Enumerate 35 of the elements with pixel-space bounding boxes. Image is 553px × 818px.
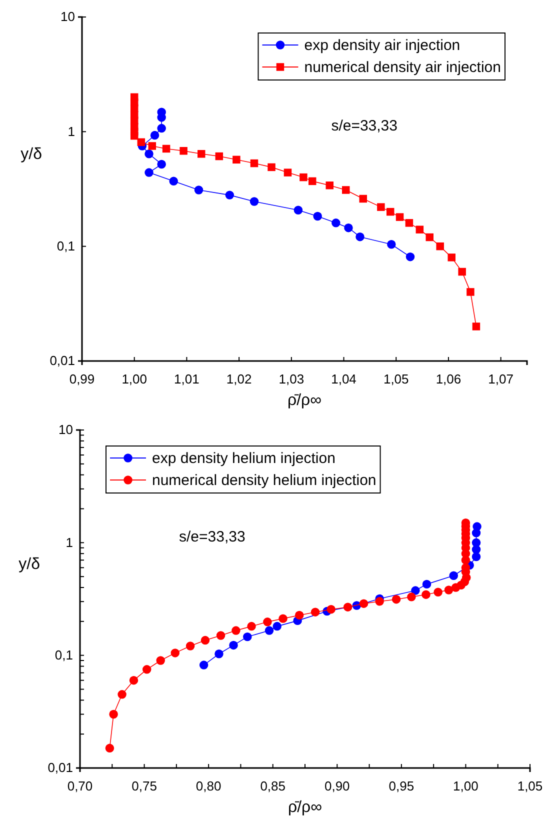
x-tick-label: 1,06 [436, 372, 462, 387]
x-tick-label: 0,85 [260, 778, 286, 794]
y-tick-label: 0,1 [56, 238, 75, 254]
x-tick-label: 1,05 [383, 372, 409, 387]
y-tick-label: 1 [66, 534, 73, 550]
x-tick-label: 0,75 [132, 778, 157, 794]
x-tick-label: 1,03 [278, 372, 304, 387]
annotation: s/e=33,33 [331, 118, 398, 135]
x-tick-label: 0,70 [67, 778, 93, 794]
x-tick-label: 0,99 [69, 372, 95, 387]
x-tick-label: 0,80 [196, 778, 222, 794]
legend-label: numerical density helium injection [152, 472, 376, 489]
annotation: s/e=33,33 [179, 528, 246, 546]
x-tick-label: 0,95 [388, 778, 414, 794]
x-tick-label: 1,04 [331, 372, 356, 387]
x-tick-label: 1,07 [488, 372, 514, 387]
legend-label: exp density air injection [304, 37, 460, 54]
x-tick-label: 1,00 [453, 778, 478, 794]
x-axis-title: ρ̄/ρ∞ [287, 392, 322, 409]
x-tick-label: 0,90 [324, 778, 350, 794]
y-axis-title: y/δ [20, 146, 42, 163]
x-tick-label: 1,01 [174, 372, 200, 387]
y-tick-label: 10 [60, 9, 75, 24]
x-tick-label: 1,02 [226, 372, 252, 387]
x-axis-title: ρ̄/ρ∞ [288, 799, 322, 816]
x-tick-label: 1,00 [122, 372, 148, 387]
legend-label: numerical density air injection [304, 59, 501, 76]
y-tick-label: 0,01 [50, 353, 75, 368]
y-axis-title: y/δ [18, 556, 40, 573]
legend-label: exp density helium injection [152, 450, 336, 467]
y-tick-label: 0,1 [54, 647, 73, 662]
y-tick-label: 10 [58, 422, 73, 438]
x-tick-label: 1,05 [517, 778, 543, 794]
y-tick-label: 0,01 [48, 760, 73, 776]
y-tick-label: 1 [68, 124, 75, 139]
